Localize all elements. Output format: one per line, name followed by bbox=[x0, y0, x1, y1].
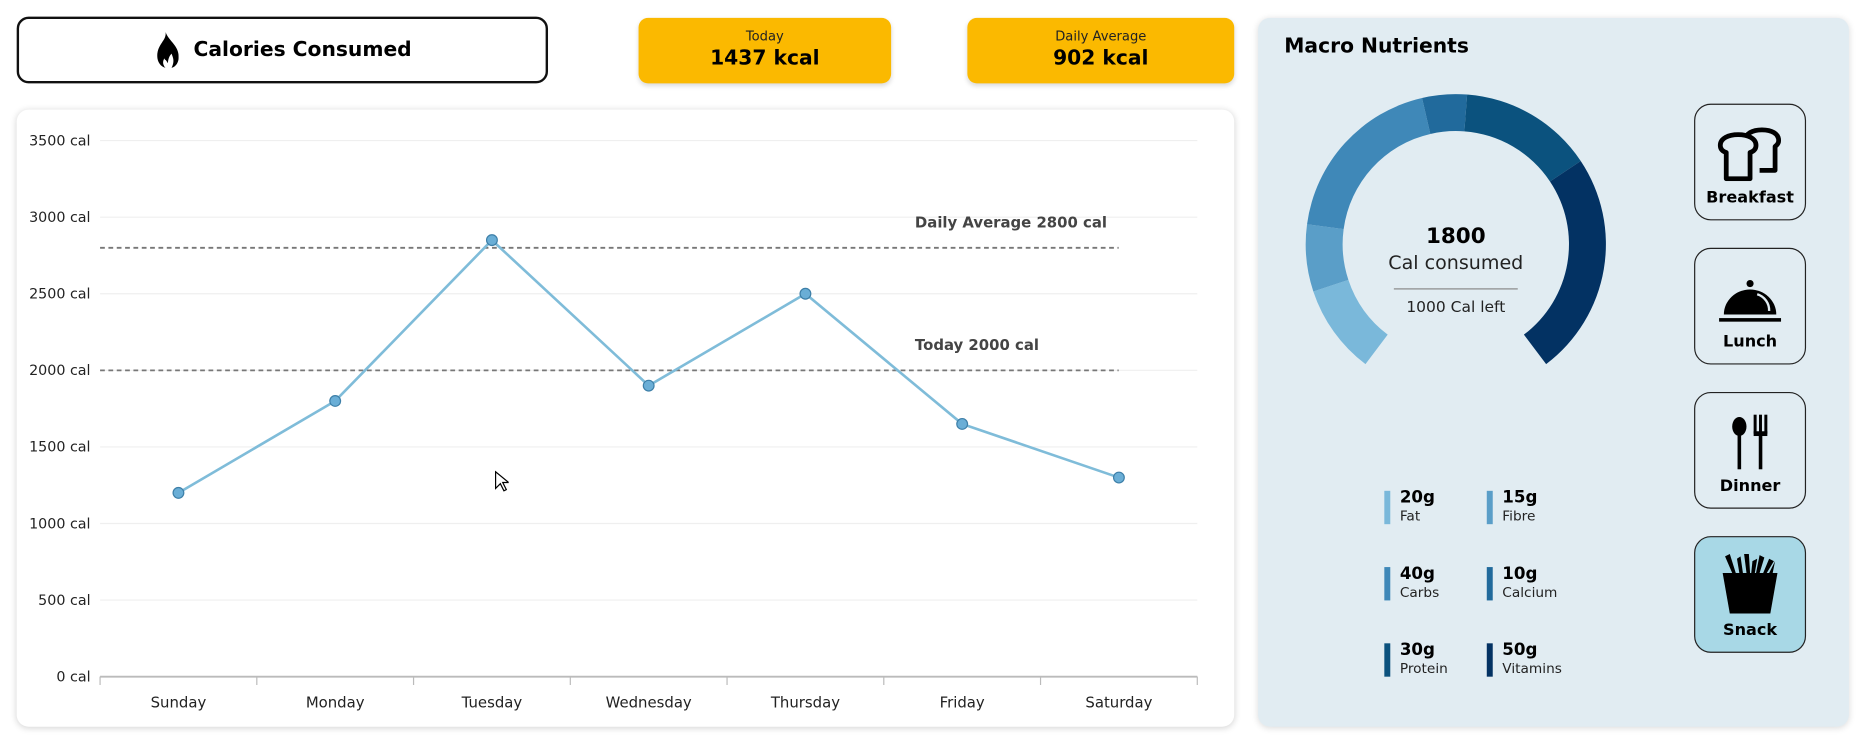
gauge-segment-calcium bbox=[1422, 94, 1468, 134]
legend-item-fat: 20g Fat bbox=[1384, 488, 1435, 525]
panel-title: Macro Nutrients bbox=[1284, 34, 1469, 59]
x-tick-label: Tuesday bbox=[461, 694, 523, 712]
meal-dinner-button[interactable]: Dinner bbox=[1694, 391, 1807, 509]
y-tick-label: 3000 cal bbox=[29, 210, 90, 226]
x-tick-label: Thursday bbox=[770, 694, 840, 712]
meal-lunch-button[interactable]: Lunch bbox=[1694, 247, 1807, 365]
kpi-label: Daily Average bbox=[1055, 28, 1147, 45]
page-title: Calories Consumed bbox=[193, 38, 412, 62]
today-kpi: Today 1437 kcal bbox=[638, 17, 892, 84]
data-point bbox=[642, 379, 655, 392]
legend-value: 10g bbox=[1502, 564, 1538, 584]
fries-icon bbox=[1722, 553, 1778, 614]
data-point bbox=[1112, 471, 1125, 484]
calories-line-chart: 0 cal 500 cal 1000 cal 1500 cal 2000 cal 2500… bbox=[29, 133, 1198, 712]
legend-name: Fibre bbox=[1502, 507, 1536, 525]
gauge-segment-fibre bbox=[1305, 224, 1349, 292]
meal-label: Dinner bbox=[1719, 476, 1781, 496]
y-tick-label: 3500 cal bbox=[29, 133, 90, 149]
legend-name: Vitamins bbox=[1502, 659, 1562, 677]
meal-label: Breakfast bbox=[1706, 188, 1794, 208]
calories-consumed-header: Calories Consumed bbox=[16, 16, 549, 84]
legend-swatch bbox=[1486, 567, 1493, 601]
daily-average-kpi: Daily Average 902 kcal bbox=[967, 17, 1235, 84]
legend-item-fibre: 15g Fibre bbox=[1486, 488, 1538, 525]
data-point bbox=[956, 417, 969, 430]
reference-line-label: Daily Average 2800 cal bbox=[915, 214, 1107, 232]
legend-name: Fat bbox=[1399, 507, 1421, 525]
calories-consumed-value: 1800 bbox=[1425, 223, 1486, 249]
legend-name: Protein bbox=[1399, 659, 1448, 677]
legend-item-carbs: 40g Carbs bbox=[1384, 565, 1439, 601]
legend-swatch bbox=[1486, 643, 1493, 677]
mouse-cursor-icon bbox=[494, 470, 509, 492]
legend-value: 30g bbox=[1399, 640, 1435, 660]
meal-snack-button[interactable]: Snack bbox=[1694, 536, 1807, 653]
meal-label: Lunch bbox=[1722, 332, 1778, 352]
legend-item-protein: 30g Protein bbox=[1384, 641, 1448, 677]
x-tick-label: Wednesday bbox=[606, 694, 692, 712]
gauge-segment-protein bbox=[1464, 94, 1581, 182]
y-tick-label: 2000 cal bbox=[29, 363, 90, 379]
gauge-segment-carbs bbox=[1307, 97, 1431, 230]
x-tick-label: Friday bbox=[940, 694, 985, 712]
y-tick-label: 0 cal bbox=[56, 669, 90, 685]
fire-icon bbox=[157, 32, 180, 68]
meal-label: Snack bbox=[1722, 620, 1778, 640]
gauge-center: 1800 Cal consumed 1000 Cal left bbox=[1337, 224, 1575, 317]
legend-swatch bbox=[1384, 643, 1391, 677]
legend-item-vitamins: 50g Vitamins bbox=[1486, 640, 1562, 677]
gauge-segment-fat bbox=[1313, 279, 1388, 365]
data-point bbox=[329, 395, 342, 407]
y-tick-label: 1000 cal bbox=[29, 516, 90, 532]
cloche-icon bbox=[1719, 279, 1782, 322]
meal-breakfast-button[interactable]: Breakfast bbox=[1694, 103, 1807, 221]
legend-swatch bbox=[1486, 490, 1493, 525]
legend-swatch bbox=[1384, 490, 1391, 525]
legend-name: Carbs bbox=[1399, 583, 1440, 601]
y-tick-label: 1500 cal bbox=[29, 440, 90, 456]
legend-swatch bbox=[1384, 567, 1391, 601]
x-tick-label: Saturday bbox=[1085, 694, 1152, 712]
macro-nutrients-panel: Macro Nutrients 1800 Cal consumed 1000 C… bbox=[1258, 17, 1849, 727]
kpi-label: Today bbox=[745, 28, 784, 45]
legend-value: 20g bbox=[1399, 488, 1435, 508]
calories-series-line bbox=[177, 238, 1120, 495]
legend-value: 50g bbox=[1502, 640, 1538, 660]
cutlery-icon bbox=[1732, 414, 1768, 470]
y-tick-label: 500 cal bbox=[38, 593, 90, 609]
x-tick-label: Sunday bbox=[151, 694, 207, 712]
x-tick-label: Monday bbox=[306, 694, 365, 712]
kpi-value: 1437 kcal bbox=[710, 46, 820, 71]
legend-value: 40g bbox=[1399, 564, 1435, 584]
divider bbox=[1393, 288, 1518, 290]
calories-consumed-label: Cal consumed bbox=[1388, 251, 1524, 275]
calories-left-label: 1000 Cal left bbox=[1406, 299, 1506, 317]
data-point bbox=[172, 486, 185, 499]
calories-chart-card: 0 cal 500 cal 1000 cal 1500 cal 2000 cal 2500… bbox=[16, 109, 1235, 727]
data-point bbox=[799, 287, 812, 300]
y-tick-label: 2500 cal bbox=[29, 287, 90, 303]
legend-name: Calcium bbox=[1502, 583, 1558, 601]
reference-line-label: Today 2000 cal bbox=[915, 336, 1039, 354]
macro-gauge bbox=[1305, 94, 1606, 365]
data-point bbox=[485, 234, 498, 247]
kpi-value: 902 kcal bbox=[1053, 46, 1149, 71]
legend-item-calcium: 10g Calcium bbox=[1486, 564, 1558, 601]
gauge-segment-vitamins bbox=[1523, 161, 1606, 365]
legend-value: 15g bbox=[1502, 488, 1538, 508]
bread-icon bbox=[1717, 127, 1782, 182]
